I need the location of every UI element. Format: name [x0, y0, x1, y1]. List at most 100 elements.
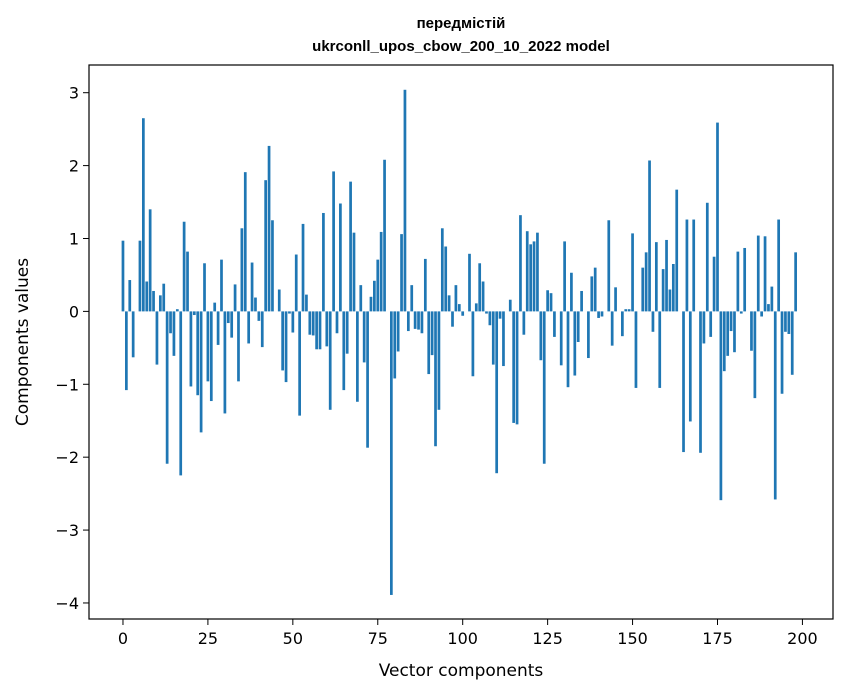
y-axis-ticks: −4 −3 −2 −1 0 1 2 3 — [55, 84, 89, 613]
bar-141 — [600, 311, 604, 317]
bar-43 — [267, 145, 271, 312]
y-tick-label: 2 — [69, 157, 79, 176]
bar-10 — [155, 311, 159, 365]
bar-185 — [750, 311, 753, 351]
bar-150 — [631, 233, 634, 312]
bar-112 — [502, 311, 505, 367]
bar-16 — [175, 309, 179, 312]
bar-132 — [570, 272, 573, 312]
bar-182 — [739, 311, 743, 314]
bar-106 — [481, 281, 485, 312]
x-tick-label: 50 — [283, 629, 303, 648]
bar-85 — [410, 285, 414, 312]
bar-11 — [158, 295, 162, 312]
bar-114 — [508, 299, 512, 312]
bar-124 — [542, 311, 546, 464]
bar-79 — [389, 311, 393, 595]
bar-19 — [186, 251, 189, 312]
bar-177 — [722, 311, 726, 372]
bar-154 — [644, 252, 648, 312]
bar-42 — [264, 180, 268, 312]
bar-122 — [536, 232, 539, 312]
bar-165 — [682, 311, 685, 453]
bar-8 — [148, 209, 152, 312]
bar-187 — [756, 235, 760, 312]
bar-130 — [563, 241, 566, 312]
bar-196 — [787, 311, 791, 334]
bar-158 — [658, 311, 662, 388]
bar-163 — [675, 189, 679, 312]
bar-84 — [406, 311, 410, 332]
bar-35 — [240, 228, 244, 312]
bar-59 — [322, 212, 325, 312]
bar-110 — [495, 311, 499, 474]
bar-5 — [138, 240, 142, 312]
bar-186 — [753, 311, 757, 399]
bar-68 — [352, 232, 356, 312]
y-tick-label: −3 — [55, 521, 79, 540]
bar-6 — [141, 118, 145, 312]
y-tick-label: 3 — [69, 84, 79, 103]
bar-109 — [491, 311, 495, 365]
bar-183 — [743, 247, 747, 312]
bar-29 — [220, 259, 223, 312]
bar-74 — [373, 280, 376, 312]
bar-7 — [145, 281, 149, 312]
bar-162 — [671, 264, 675, 312]
bar-0 — [121, 240, 125, 312]
bar-138 — [590, 276, 594, 312]
bar-67 — [349, 181, 352, 312]
bar-12 — [162, 283, 166, 312]
bar-159 — [661, 269, 665, 312]
bar-41 — [260, 311, 264, 348]
bar-13 — [165, 311, 169, 464]
bar-167 — [688, 311, 692, 422]
bar-56 — [311, 311, 315, 336]
chart-subtitle: ukrconll_upos_cbow_200_10_2022 model — [312, 38, 610, 55]
bar-144 — [610, 311, 614, 346]
bar-87 — [417, 311, 420, 330]
bar-143 — [607, 220, 611, 312]
bar-60 — [325, 311, 329, 347]
bar-147 — [621, 311, 624, 337]
bar-188 — [760, 311, 764, 317]
bar-108 — [488, 311, 492, 326]
bar-51 — [294, 254, 298, 312]
bar-161 — [668, 289, 672, 312]
bar-107 — [485, 311, 488, 314]
bar-120 — [529, 244, 533, 312]
bar-174 — [712, 256, 716, 312]
bar-168 — [692, 219, 696, 312]
bar-93 — [437, 311, 441, 410]
bar-195 — [784, 311, 787, 332]
bar-95 — [444, 246, 448, 312]
bar-66 — [345, 311, 349, 354]
bar-14 — [169, 311, 172, 334]
bar-72 — [366, 311, 369, 448]
bar-64 — [339, 203, 342, 312]
bar-137 — [587, 311, 590, 359]
bar-92 — [434, 311, 437, 447]
bar-189 — [763, 236, 767, 312]
bar-157 — [654, 242, 658, 312]
x-tick-label: 0 — [118, 629, 128, 648]
bar-197 — [790, 311, 794, 375]
bar-104 — [474, 303, 478, 312]
bar-98 — [454, 285, 458, 312]
bar-91 — [430, 311, 434, 356]
y-tick-label: −1 — [55, 375, 79, 394]
bar-88 — [420, 311, 424, 334]
bar-31 — [226, 311, 230, 324]
bar-131 — [566, 311, 570, 388]
bar-127 — [553, 311, 556, 337]
bar-82 — [400, 234, 403, 312]
bar-30 — [223, 311, 227, 414]
chart-title: передмістій — [417, 15, 506, 32]
x-tick-label: 200 — [787, 629, 818, 648]
bar-23 — [199, 311, 203, 433]
bar-18 — [182, 221, 186, 312]
bar-190 — [767, 304, 770, 312]
bar-151 — [634, 311, 638, 388]
x-axis-label: Vector components — [379, 661, 544, 681]
